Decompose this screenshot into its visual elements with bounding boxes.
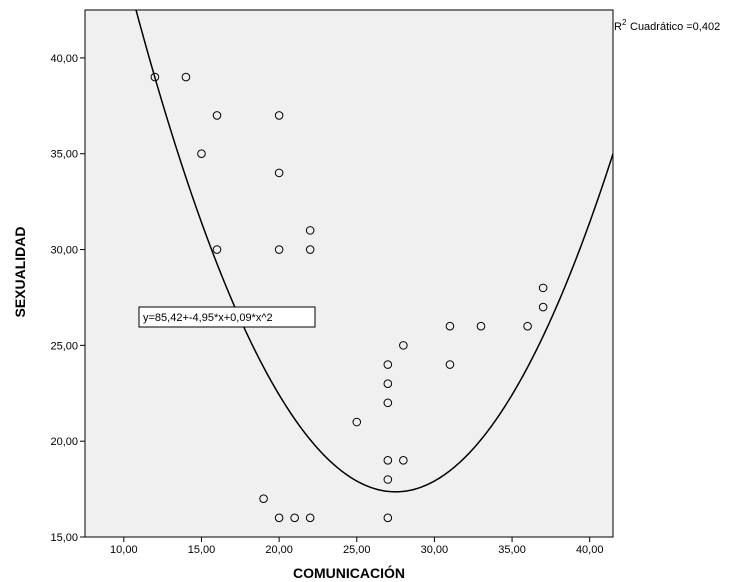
data-point [383, 456, 393, 465]
r-squared-label: R2 Cuadrático =0,402 [614, 18, 720, 33]
data-point [212, 245, 222, 254]
plot-area [84, 9, 614, 538]
data-point [181, 72, 191, 82]
data-points [150, 72, 548, 523]
data-point [197, 149, 206, 159]
x-tick-label: 35,00 [498, 544, 526, 556]
data-point [290, 513, 299, 523]
x-tick-label: 40,00 [576, 544, 604, 556]
x-tick-label: 15,00 [188, 544, 216, 556]
y-tick-label: 35,00 [50, 149, 78, 161]
data-point [383, 398, 393, 408]
data-point [274, 111, 284, 120]
data-point [383, 379, 393, 388]
y-axis-title: SEXUALIDAD [12, 226, 28, 317]
data-point [476, 321, 486, 331]
data-point [274, 245, 284, 254]
r2-symbol: R2 [614, 18, 627, 33]
data-point [352, 417, 362, 427]
r2-value: Cuadrático =0,402 [630, 21, 720, 33]
x-axis-title: COMUNICACIÓN [293, 564, 405, 581]
data-point [538, 283, 548, 293]
axis-ticks: 10,00 15,00 20,00 25,00 30,00 35,00 40,00 15,00… [50, 53, 603, 556]
quadratic-fit-line [135, 10, 613, 493]
data-point [383, 360, 393, 369]
data-point [399, 341, 408, 350]
data-point [445, 321, 455, 331]
data-point [305, 513, 315, 523]
fit-curve-layer [135, 10, 613, 493]
data-point [212, 111, 222, 120]
data-point [274, 513, 284, 523]
x-tick-label: 20,00 [265, 544, 293, 556]
data-point [538, 302, 548, 312]
data-point [383, 475, 393, 484]
data-point [274, 168, 284, 178]
data-point [383, 513, 393, 523]
data-point [523, 321, 532, 331]
x-tick-label: 30,00 [421, 544, 449, 556]
y-tick-label: 40,00 [50, 53, 78, 65]
x-tick-label: 10,00 [110, 544, 138, 556]
equation-label: y=85,42+-4,95*x+0,09*x^2 [143, 312, 273, 324]
data-point [399, 456, 408, 465]
y-tick-label: 20,00 [50, 436, 78, 448]
y-tick-label: 25,00 [50, 340, 78, 352]
data-point [305, 245, 315, 254]
data-point [445, 360, 455, 369]
equation-box: y=85,42+-4,95*x+0,09*x^2 [138, 306, 316, 328]
data-point [305, 226, 315, 235]
y-tick-label: 15,00 [50, 532, 78, 544]
data-point [150, 72, 160, 82]
x-tick-label: 25,00 [343, 544, 371, 556]
y-tick-label: 30,00 [50, 245, 78, 257]
data-point [259, 494, 268, 503]
